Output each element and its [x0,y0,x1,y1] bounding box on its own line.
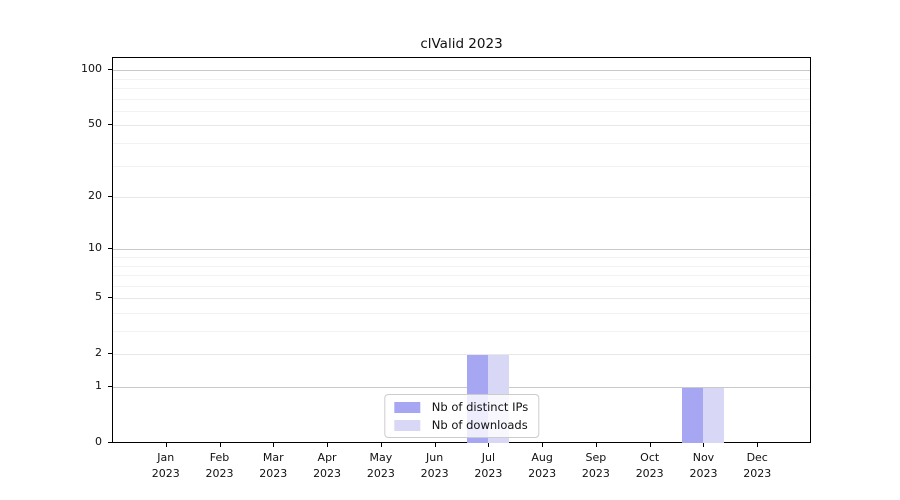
y-tick-label: 100 [81,62,102,76]
x-tick-mark [542,443,544,447]
x-tick-mark [595,443,597,447]
y-tick-mark [108,442,112,443]
gridline [113,298,810,300]
x-tick-label: Apr 2023 [313,451,342,480]
x-tick-mark [165,443,167,447]
gridline [113,331,810,333]
gridline [113,78,810,80]
x-tick-label: Jan 2023 [151,451,180,480]
legend-label: Nb of distinct IPs [431,400,529,414]
x-tick-label: Oct 2023 [635,451,664,480]
x-tick-mark [757,443,759,447]
gridline [113,143,810,145]
x-tick-label: Dec 2023 [743,451,772,480]
x-tick-label: Sep 2023 [581,451,610,480]
bar-downloads [703,388,725,443]
x-tick-mark [380,443,382,447]
gridline [113,265,810,267]
y-tick-label: 50 [88,117,102,131]
x-tick-label: Nov 2023 [689,451,718,480]
legend: Nb of distinct IPs Nb of downloads [383,394,540,438]
x-tick-mark [649,443,651,447]
x-tick-mark [703,443,705,447]
gridline [113,88,810,90]
x-tick-label: Mar 2023 [259,451,288,480]
y-tick-label: 10 [88,241,102,255]
gridline [113,110,810,112]
y-tick-label: 2 [95,346,102,360]
gridline [113,197,810,199]
gridline [113,387,810,389]
gridline [113,125,810,127]
x-tick-mark [273,443,275,447]
y-tick-mark [108,69,112,71]
y-tick-mark [108,353,112,355]
bar-distinct-ips [682,388,704,443]
x-tick-mark [219,443,221,447]
y-tick-label: 5 [95,290,102,304]
x-tick-label: Jul 2023 [474,451,503,480]
legend-label: Nb of downloads [431,418,528,432]
x-tick-label: May 2023 [366,451,395,480]
y-tick-label: 0 [95,435,102,448]
gridline [113,313,810,314]
x-tick-label: Aug 2023 [528,451,557,480]
gridline [113,98,810,100]
legend-entry: Nb of downloads [393,418,528,432]
x-tick-label: Jun 2023 [420,451,449,480]
gridline [113,257,810,259]
y-tick-mark [108,124,112,126]
y-tick-mark [108,386,112,388]
legend-swatch [393,419,420,431]
gridline [113,70,810,72]
y-tick-mark [108,297,112,299]
chart-title: clValid 2023 [420,36,503,52]
x-tick-mark [434,443,436,447]
y-tick-mark [108,196,112,198]
gridline [113,354,810,356]
x-tick-label: Feb 2023 [205,451,234,480]
gridline [113,165,810,167]
legend-swatch [393,401,420,413]
plot-area: Nb of distinct IPs Nb of downloads [112,57,811,443]
gridline [113,249,810,251]
x-tick-mark [488,443,490,447]
gridline [113,275,810,277]
y-tick-mark [108,248,112,250]
legend-entry: Nb of distinct IPs [393,400,529,414]
x-tick-mark [327,443,329,447]
gridline [113,285,810,287]
y-tick-label: 1 [95,379,102,393]
y-tick-label: 20 [88,189,102,203]
